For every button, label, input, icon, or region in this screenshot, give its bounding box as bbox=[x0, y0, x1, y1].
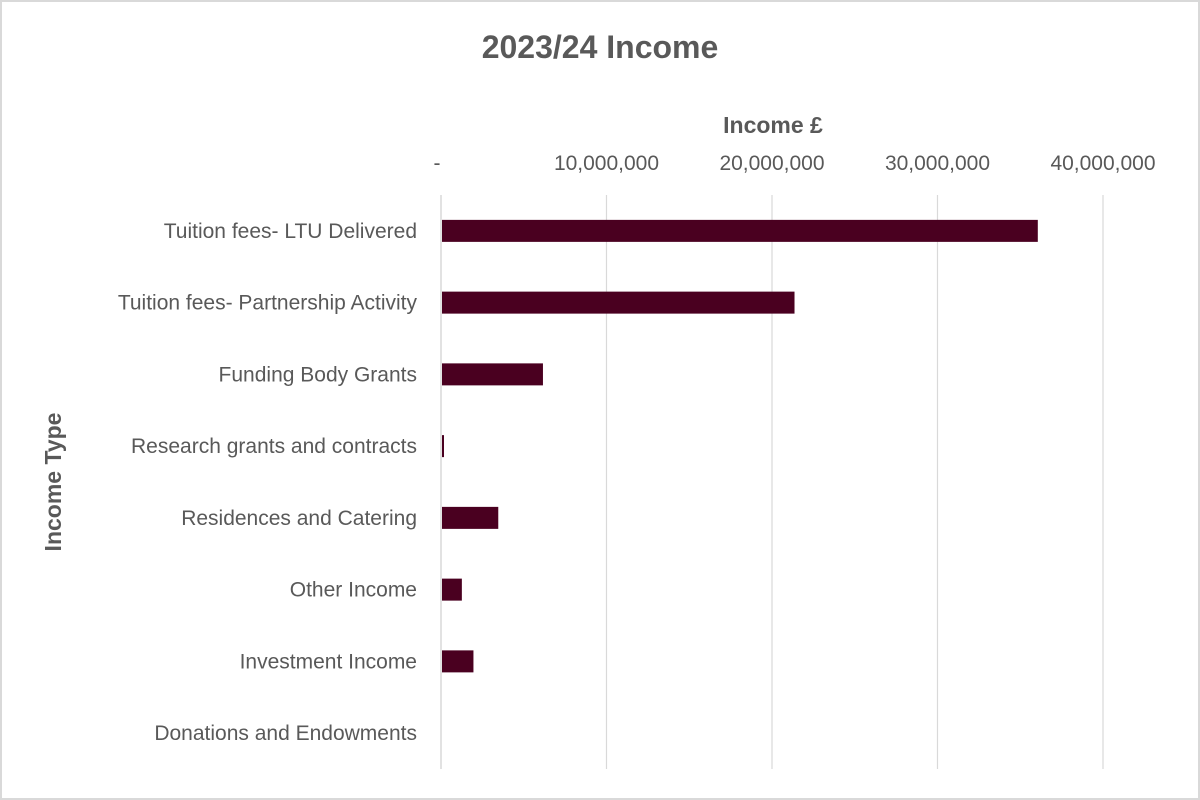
bar bbox=[442, 219, 1038, 242]
category-label: Other Income bbox=[290, 579, 417, 602]
x-axis-title: Income £ bbox=[723, 112, 823, 138]
gridlines bbox=[440, 195, 1104, 769]
category-label: Tuition fees- Partnership Activity bbox=[118, 292, 418, 315]
chart-title: 2023/24 Income bbox=[482, 29, 719, 65]
x-tick-label: 10,000,000 bbox=[554, 152, 659, 175]
x-tick-label: 30,000,000 bbox=[885, 152, 990, 175]
category-label: Investment Income bbox=[240, 650, 417, 673]
bar bbox=[442, 578, 462, 601]
category-label: Research grants and contracts bbox=[131, 435, 417, 458]
bar bbox=[442, 506, 499, 529]
category-label: Funding Body Grants bbox=[219, 363, 417, 386]
x-tick-label: 40,000,000 bbox=[1050, 152, 1155, 175]
bars bbox=[442, 219, 1038, 673]
x-tick-label: - bbox=[434, 152, 441, 175]
bar bbox=[442, 363, 543, 386]
category-label: Residences and Catering bbox=[181, 507, 417, 530]
y-axis-title: Income Type bbox=[40, 413, 66, 552]
category-label: Tuition fees- LTU Delivered bbox=[164, 220, 417, 243]
category-labels: Tuition fees- LTU Delivered Tuition fees-… bbox=[118, 220, 418, 745]
category-label: Donations and Endowments bbox=[154, 722, 417, 745]
bar bbox=[442, 650, 474, 673]
bar bbox=[442, 435, 444, 458]
x-tick-labels: - 10,000,000 20,000,000 30,000,000 40,000,00… bbox=[434, 152, 1156, 175]
x-tick-label: 20,000,000 bbox=[719, 152, 824, 175]
bar bbox=[442, 291, 795, 314]
